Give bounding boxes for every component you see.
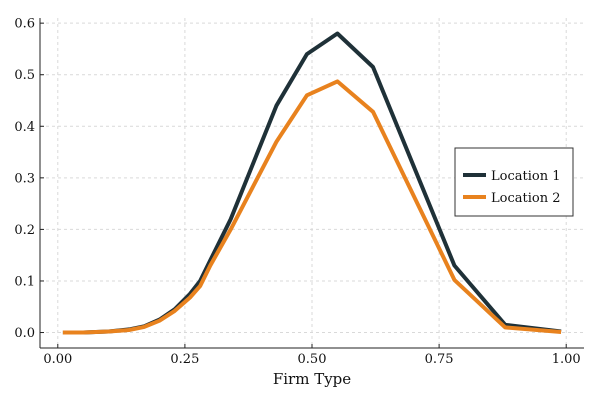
x-axis-title: Firm Type — [273, 370, 351, 388]
series-line-location-2 — [62, 79, 562, 335]
y-ticks: 0.0 0.1 0.2 0.3 0.4 0.5 0.6 — [14, 17, 44, 341]
x-tick-label: 0.25 — [170, 352, 199, 367]
y-tick-label: 0.4 — [14, 120, 35, 135]
y-tick-label: 0.2 — [14, 223, 35, 238]
y-tick-label: 0.5 — [14, 68, 35, 83]
y-tick-label: 0.0 — [14, 326, 35, 341]
x-ticks: 0.00 0.25 0.50 0.75 1.00 — [43, 344, 581, 367]
y-tick-label: 0.6 — [14, 17, 35, 32]
x-tick-label: 0.50 — [298, 352, 327, 367]
x-tick-label: 0.75 — [425, 352, 454, 367]
legend-label-location-1: Location 1 — [491, 169, 560, 184]
series-lines — [62, 31, 562, 335]
legend: Location 1 Location 2 — [454, 147, 574, 217]
y-tick-label: 0.3 — [14, 171, 35, 186]
legend-box — [454, 147, 574, 217]
legend-label-location-2: Location 2 — [491, 191, 560, 206]
x-tick-label: 0.00 — [43, 352, 72, 367]
grid-lines — [40, 18, 584, 348]
x-tick-label: 1.00 — [552, 352, 581, 367]
y-tick-label: 0.1 — [14, 274, 35, 289]
